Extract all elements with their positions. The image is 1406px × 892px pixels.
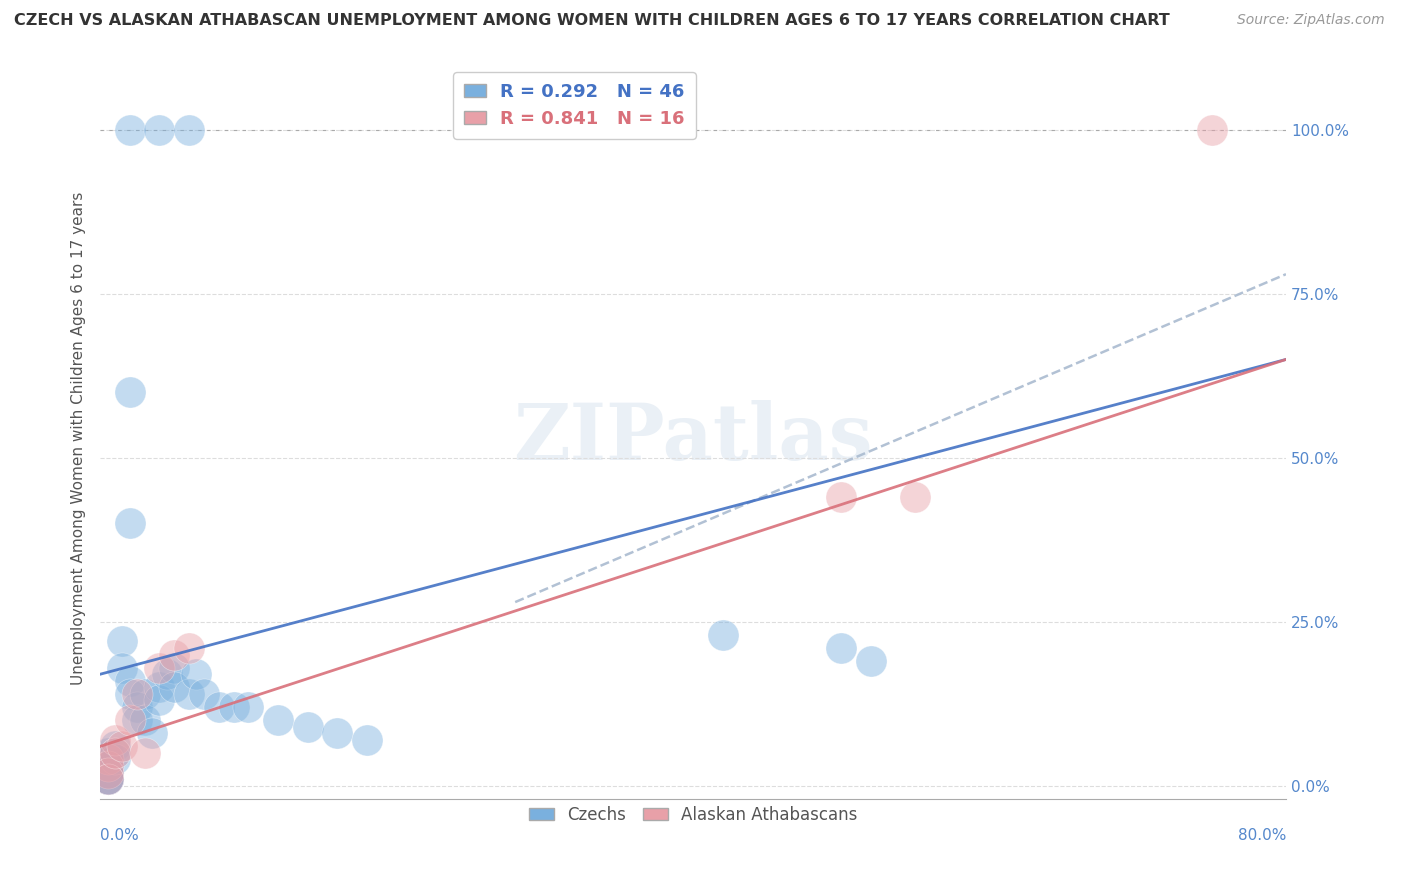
Point: [156, 667, 179, 681]
Point: [222, 700, 245, 714]
Point: [96, 765, 118, 780]
Point: [96, 746, 118, 760]
Point: [830, 640, 852, 655]
Point: [96, 759, 118, 773]
Text: CZECH VS ALASKAN ATHABASCAN UNEMPLOYMENT AMONG WOMEN WITH CHILDREN AGES 6 TO 17 : CZECH VS ALASKAN ATHABASCAN UNEMPLOYMENT…: [14, 13, 1170, 29]
Point: [859, 654, 882, 668]
Point: [297, 720, 319, 734]
Point: [141, 726, 163, 740]
Point: [111, 739, 134, 754]
Point: [134, 746, 156, 760]
Point: [177, 123, 200, 137]
Point: [104, 746, 127, 760]
Point: [148, 123, 170, 137]
Point: [177, 687, 200, 701]
Point: [104, 739, 127, 754]
Point: [104, 732, 127, 747]
Point: [127, 713, 149, 727]
Point: [208, 700, 231, 714]
Point: [163, 681, 186, 695]
Point: [96, 765, 118, 780]
Legend: Czechs, Alaskan Athabascans: Czechs, Alaskan Athabascans: [522, 799, 865, 830]
Point: [127, 700, 149, 714]
Point: [96, 772, 118, 787]
Point: [148, 693, 170, 707]
Point: [118, 713, 141, 727]
Point: [134, 687, 156, 701]
Point: [356, 732, 378, 747]
Point: [111, 634, 134, 648]
Point: [96, 772, 118, 787]
Point: [193, 687, 215, 701]
Point: [134, 713, 156, 727]
Point: [904, 490, 927, 504]
Text: 0.0%: 0.0%: [100, 828, 139, 843]
Point: [177, 640, 200, 655]
Point: [186, 667, 208, 681]
Point: [830, 490, 852, 504]
Text: 80.0%: 80.0%: [1237, 828, 1286, 843]
Point: [118, 687, 141, 701]
Point: [326, 726, 349, 740]
Point: [1201, 123, 1223, 137]
Text: ZIPatlas: ZIPatlas: [513, 401, 873, 476]
Point: [163, 661, 186, 675]
Point: [148, 681, 170, 695]
Point: [96, 759, 118, 773]
Point: [96, 772, 118, 787]
Point: [96, 772, 118, 787]
Point: [96, 765, 118, 780]
Point: [238, 700, 260, 714]
Point: [96, 759, 118, 773]
Point: [118, 673, 141, 688]
Point: [104, 746, 127, 760]
Point: [711, 628, 734, 642]
Point: [127, 687, 149, 701]
Point: [163, 648, 186, 662]
Point: [118, 385, 141, 400]
Point: [118, 123, 141, 137]
Point: [267, 713, 290, 727]
Point: [148, 661, 170, 675]
Point: [96, 765, 118, 780]
Point: [96, 772, 118, 787]
Point: [111, 661, 134, 675]
Text: Source: ZipAtlas.com: Source: ZipAtlas.com: [1237, 13, 1385, 28]
Y-axis label: Unemployment Among Women with Children Ages 6 to 17 years: Unemployment Among Women with Children A…: [72, 192, 86, 685]
Point: [104, 752, 127, 766]
Point: [96, 752, 118, 766]
Point: [118, 516, 141, 531]
Point: [96, 752, 118, 766]
